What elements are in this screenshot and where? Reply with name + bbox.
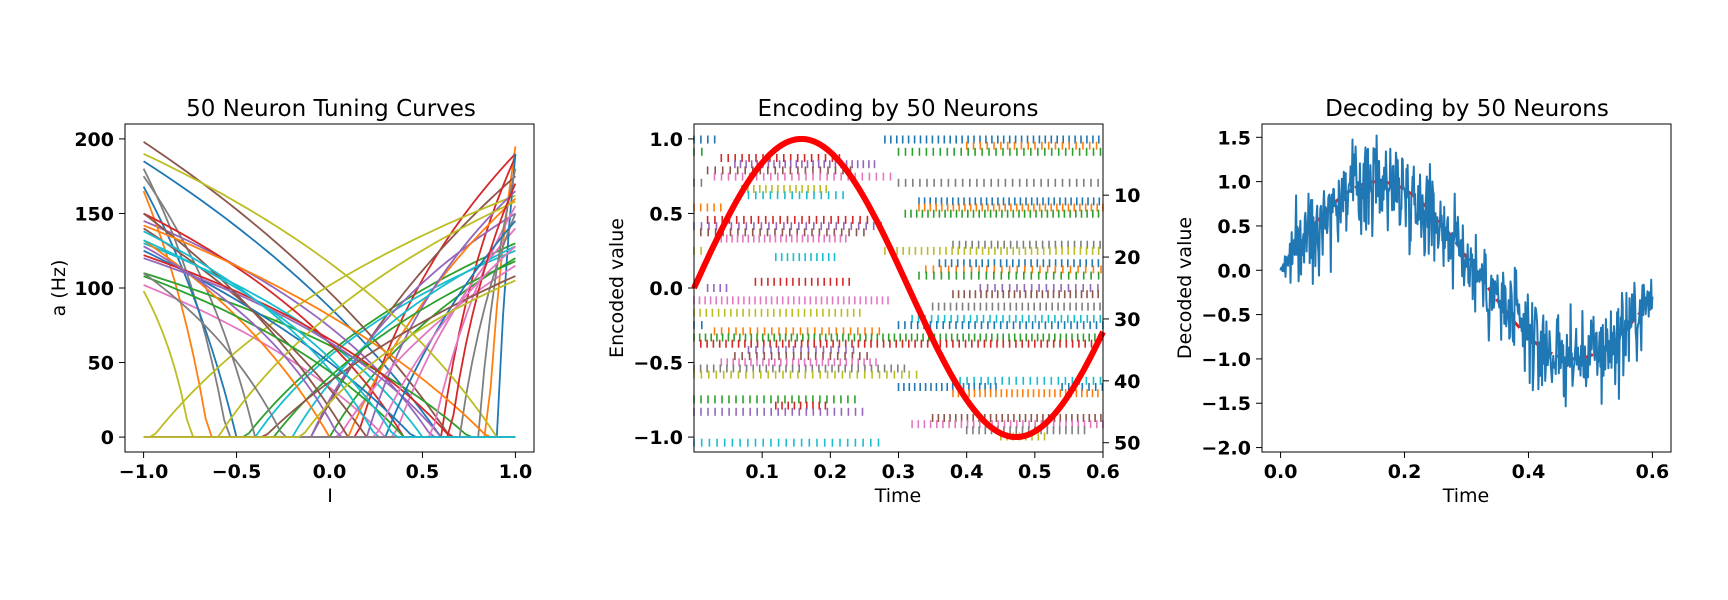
neuron-index-tick-label: 50 bbox=[1114, 433, 1140, 455]
encoding-x-axis-label: Time bbox=[874, 485, 922, 507]
decoding-y-tick-label: 0.5 bbox=[1217, 216, 1251, 238]
tuning-curves-panel: 50 Neuron Tuning Curves −1.0 −0.5 0.0 0.… bbox=[48, 96, 535, 507]
encoding-y-tick-label: −0.5 bbox=[633, 353, 683, 375]
decoding-y-axis-label: Decoded value bbox=[1174, 217, 1196, 359]
tuning-chart-title: 50 Neuron Tuning Curves bbox=[186, 96, 476, 122]
tuning-curve bbox=[143, 141, 516, 438]
tuning-curve bbox=[143, 194, 516, 438]
encoding-x-tick-label: 0.1 bbox=[745, 461, 779, 483]
encoding-y-tick-label: 0.0 bbox=[649, 278, 683, 300]
tuning-x-tick-label: 1.0 bbox=[499, 461, 533, 483]
tuning-curve bbox=[143, 272, 516, 438]
spike-raster bbox=[693, 135, 1104, 447]
decoding-x-tick-label: 0.0 bbox=[1264, 461, 1298, 483]
decoding-y-tick-label: −1.0 bbox=[1201, 349, 1251, 371]
neuron-index-tick-label: 30 bbox=[1114, 309, 1140, 331]
encoding-x-tick-label: 0.5 bbox=[1018, 461, 1052, 483]
tuning-y-tick-label: 50 bbox=[88, 353, 114, 375]
tuning-curve bbox=[143, 239, 516, 438]
tuning-y-axis-label: a (Hz) bbox=[48, 260, 70, 317]
encoding-y-tick-label: −1.0 bbox=[633, 427, 683, 449]
tuning-x-axis-label: I bbox=[327, 485, 333, 507]
decoding-y-tick-label: 1.5 bbox=[1217, 127, 1251, 149]
encoding-x-tick-label: 0.4 bbox=[950, 461, 984, 483]
encoding-chart-title: Encoding by 50 Neurons bbox=[758, 96, 1039, 122]
decoding-panel: Decoding by 50 Neurons 0.0 0.2 0.4 0.6 −… bbox=[1174, 96, 1672, 507]
input-signal-line bbox=[691, 136, 1106, 440]
encoding-x-tick-label: 0.3 bbox=[882, 461, 916, 483]
decoding-y-tick-label: −2.0 bbox=[1201, 438, 1251, 460]
tuning-curve bbox=[143, 152, 516, 438]
decoding-y-tick-label: 1.0 bbox=[1217, 172, 1251, 194]
decoding-x-axis-label: Time bbox=[1442, 485, 1490, 507]
tuning-y-axis: 0 50 100 150 200 bbox=[74, 129, 125, 449]
decoding-y-tick-label: 0.0 bbox=[1217, 260, 1251, 282]
decoding-y-axis: −2.0 −1.5 −1.0 −0.5 0.0 0.5 1.0 1.5 bbox=[1201, 127, 1262, 460]
tuning-y-tick-label: 100 bbox=[74, 278, 114, 300]
decoding-x-axis: 0.0 0.2 0.4 0.6 bbox=[1264, 452, 1669, 483]
encoding-x-tick-label: 0.2 bbox=[813, 461, 847, 483]
decoding-y-tick-label: −1.5 bbox=[1201, 393, 1251, 415]
decoding-chart-title: Decoding by 50 Neurons bbox=[1325, 96, 1609, 122]
encoding-y-axis-label: Encoded value bbox=[606, 218, 628, 358]
decoding-chart-frame bbox=[1261, 123, 1672, 453]
neuron-index-tick-label: 20 bbox=[1114, 247, 1140, 269]
tuning-x-axis: −1.0 −0.5 0.0 0.5 1.0 bbox=[119, 452, 532, 483]
encoding-y-tick-label: 1.0 bbox=[649, 129, 683, 151]
tuning-x-tick-label: −1.0 bbox=[119, 461, 169, 483]
tuning-y-tick-label: 0 bbox=[101, 427, 114, 449]
tuning-curves-plot-area bbox=[142, 141, 517, 438]
encoding-x-axis: 0.1 0.2 0.3 0.4 0.5 0.6 bbox=[745, 452, 1120, 483]
encoding-panel: Encoding by 50 Neurons 0.1 0.2 0.3 0.4 0… bbox=[606, 96, 1140, 507]
encoding-y-tick-label: 0.5 bbox=[649, 203, 683, 225]
neuron-index-tick-label: 10 bbox=[1114, 185, 1140, 207]
tuning-curve bbox=[143, 224, 516, 438]
decoding-x-tick-label: 0.6 bbox=[1636, 461, 1670, 483]
tuning-x-tick-label: 0.0 bbox=[313, 461, 347, 483]
encoding-y-axis: −1.0 −0.5 0.0 0.5 1.0 bbox=[633, 129, 694, 449]
tuning-curve bbox=[143, 272, 516, 438]
decoded-signal-line bbox=[1279, 134, 1654, 408]
tuning-x-tick-label: −0.5 bbox=[212, 461, 262, 483]
decoding-y-tick-label: −0.5 bbox=[1201, 305, 1251, 327]
decoding-x-tick-label: 0.2 bbox=[1388, 461, 1422, 483]
tuning-x-tick-label: 0.5 bbox=[406, 461, 440, 483]
encoding-x-tick-label: 0.6 bbox=[1086, 461, 1120, 483]
encoding-right-axis: 10 20 30 40 50 bbox=[1103, 185, 1140, 455]
tuning-y-tick-label: 200 bbox=[74, 129, 114, 151]
neuron-index-tick-label: 40 bbox=[1114, 371, 1140, 393]
tuning-curve bbox=[143, 279, 516, 438]
decoding-x-tick-label: 0.4 bbox=[1512, 461, 1546, 483]
tuning-y-tick-label: 150 bbox=[74, 203, 114, 225]
